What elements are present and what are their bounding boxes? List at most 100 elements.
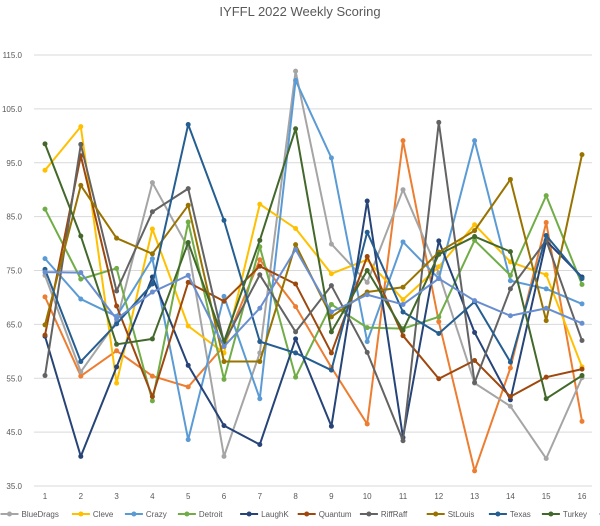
data-point	[579, 373, 585, 379]
legend-marker	[7, 511, 12, 517]
data-point	[364, 279, 370, 285]
chart-title: IYFFL 2022 Weekly Scoring	[219, 4, 380, 19]
data-point	[293, 281, 299, 287]
data-point	[328, 367, 334, 373]
legend-label: Turkey	[563, 510, 587, 519]
data-point	[42, 167, 48, 173]
gridlines	[34, 54, 592, 487]
series-lines	[42, 68, 585, 474]
data-point	[221, 343, 227, 349]
y-tick-label: 45.0	[6, 428, 22, 437]
data-point	[364, 292, 370, 298]
x-tick-label: 5	[186, 492, 191, 501]
data-point	[293, 126, 299, 132]
legend-label: Quantum	[319, 510, 352, 519]
data-point	[472, 234, 478, 240]
data-point	[149, 256, 155, 262]
data-point	[436, 319, 442, 325]
data-point	[78, 373, 84, 379]
data-point	[328, 314, 334, 320]
data-point	[472, 380, 478, 386]
data-point	[78, 124, 84, 130]
data-point	[221, 293, 227, 299]
data-point	[185, 219, 191, 225]
data-point	[185, 437, 191, 443]
data-point	[472, 357, 478, 363]
data-point	[185, 202, 191, 208]
series-turkey	[42, 126, 585, 402]
data-point	[507, 403, 513, 409]
x-tick-label: 15	[542, 492, 551, 501]
legend-label: LaughK	[261, 510, 289, 519]
series-average	[42, 246, 585, 349]
data-point	[543, 272, 549, 278]
data-point	[185, 239, 191, 245]
data-point	[257, 339, 263, 345]
data-point	[507, 249, 513, 255]
data-point	[42, 332, 48, 338]
data-point	[78, 369, 84, 375]
data-point	[400, 297, 406, 303]
series-line	[44, 79, 583, 441]
data-point	[78, 453, 84, 459]
data-point	[149, 398, 155, 404]
data-point	[364, 421, 370, 427]
data-point	[293, 350, 299, 356]
data-point	[114, 316, 120, 322]
series-line	[44, 139, 583, 472]
data-point	[42, 206, 48, 212]
data-point	[114, 341, 120, 347]
data-point	[436, 264, 442, 270]
data-point	[78, 359, 84, 365]
series-detroit	[42, 193, 585, 404]
data-point	[579, 152, 585, 158]
data-point	[507, 313, 513, 319]
data-point	[472, 138, 478, 144]
series-quantum	[42, 153, 585, 400]
data-point	[328, 309, 334, 315]
legend-marker	[304, 511, 310, 517]
x-tick-label: 11	[399, 492, 408, 501]
data-point	[400, 239, 406, 245]
data-point	[364, 339, 370, 345]
legend-marker	[495, 511, 501, 517]
data-point	[149, 226, 155, 232]
x-tick-label: 7	[258, 492, 263, 501]
x-tick-label: 10	[363, 492, 372, 501]
data-point	[293, 304, 299, 310]
legend-label: Crazy	[146, 510, 167, 519]
data-point	[472, 468, 478, 474]
data-point	[543, 193, 549, 199]
x-tick-label: 8	[293, 492, 298, 501]
data-point	[221, 376, 227, 382]
data-point	[364, 229, 370, 235]
data-point	[543, 374, 549, 380]
data-point	[400, 301, 406, 307]
data-point	[472, 228, 478, 234]
x-tick-label: 6	[222, 492, 227, 501]
data-point	[293, 374, 299, 380]
y-tick-label: 85.0	[6, 213, 22, 222]
data-point	[436, 376, 442, 382]
data-point	[543, 286, 549, 292]
data-point	[436, 331, 442, 337]
data-point	[507, 278, 513, 284]
data-point	[42, 322, 48, 328]
data-point	[328, 155, 334, 161]
data-point	[293, 246, 299, 252]
data-point	[543, 456, 549, 462]
data-point	[293, 77, 299, 83]
data-point	[185, 279, 191, 285]
data-point	[328, 283, 334, 289]
legend-item: BlueDrags	[0, 510, 59, 519]
data-point	[78, 296, 84, 302]
data-point	[149, 180, 155, 186]
data-point	[400, 284, 406, 290]
legend-item: LaughK	[240, 510, 289, 519]
legend-item: Crazy	[124, 510, 167, 519]
data-point	[543, 232, 549, 238]
legend-marker	[184, 511, 190, 517]
legend-item: Detroit	[177, 510, 223, 519]
legend-label: Detroit	[199, 510, 223, 519]
